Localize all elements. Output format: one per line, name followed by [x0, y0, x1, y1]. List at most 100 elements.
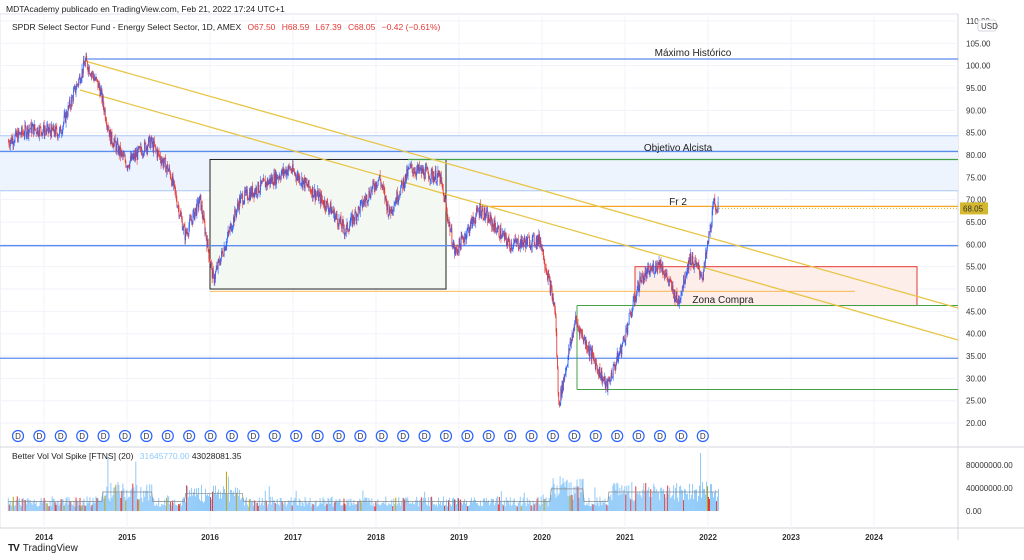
volume-bars [7, 452, 719, 511]
candle-body [513, 243, 515, 248]
candle-body [568, 348, 570, 351]
candle-body [694, 260, 696, 266]
volume-bar [712, 497, 714, 511]
candle-body [438, 170, 439, 177]
volume-bar [183, 497, 185, 511]
candle-body [177, 206, 179, 207]
candle-body [219, 259, 220, 264]
volume-bar [524, 502, 526, 511]
candle-body [409, 164, 411, 169]
candle-body [40, 126, 42, 132]
candle-body [644, 271, 646, 281]
candle-body [161, 158, 163, 161]
target-label: Objetivo Alcista [644, 143, 713, 154]
candle-body [324, 200, 326, 209]
candle-body [50, 131, 52, 138]
candle-body [284, 169, 286, 172]
candle-body [317, 190, 319, 196]
volume-bar [116, 492, 118, 511]
candle-body [45, 131, 47, 132]
candle-body [248, 192, 250, 200]
volume-bar [442, 501, 444, 511]
volume-bar [603, 502, 605, 511]
volume-bar [476, 502, 478, 511]
candle-body [441, 181, 443, 184]
candle-body [689, 253, 691, 263]
candle-body [215, 271, 216, 279]
volume-bar [193, 492, 195, 511]
candle-body [625, 328, 627, 341]
candle-body [340, 216, 342, 226]
volume-bar [356, 504, 358, 511]
volume-bar [391, 499, 393, 511]
candle-body [715, 210, 717, 211]
candle-body [372, 181, 374, 187]
candle-body [706, 247, 708, 254]
volume-bar [367, 502, 369, 511]
candle-body [132, 156, 134, 159]
candle-body [243, 200, 245, 204]
candle-body [670, 281, 672, 283]
volume-bar [491, 498, 493, 511]
candle-body [649, 272, 651, 275]
candle-body [493, 220, 495, 232]
volume-bar [339, 498, 341, 511]
candle-body [378, 178, 380, 180]
candle-body [523, 242, 524, 247]
candle-body [440, 174, 442, 182]
dividend-icon [183, 429, 196, 443]
candle-body [322, 200, 324, 205]
volume-bar [27, 498, 29, 511]
candle-body [562, 381, 564, 391]
candle-body [30, 123, 32, 129]
candle-body [291, 171, 293, 173]
dividend-icon [354, 429, 367, 443]
candle-body [533, 234, 535, 245]
volume-bar [67, 504, 69, 511]
volume-bar [45, 503, 47, 511]
volume-bar [65, 498, 67, 511]
candle-body [35, 129, 36, 130]
candle-body [211, 262, 212, 265]
tradingview-logo[interactable]: TV TradingView [8, 543, 78, 554]
candle-body [619, 352, 621, 354]
volume-bar [311, 503, 313, 511]
volume-bar [28, 500, 30, 511]
volume-bar [478, 505, 480, 511]
candle-body [489, 221, 491, 224]
volume-bar [482, 498, 484, 511]
volume-bar [449, 497, 451, 511]
volume-bar [76, 500, 78, 511]
candle-body [423, 169, 425, 178]
candle-body [216, 265, 218, 270]
candle-body [580, 330, 582, 334]
volume-bar [118, 484, 120, 511]
volume-bar [98, 500, 100, 511]
candle-body [239, 197, 241, 203]
candle-body [440, 174, 441, 183]
candle-body [522, 242, 524, 247]
dividend-label: D [358, 432, 364, 441]
candle-body [555, 311, 556, 316]
dividend-marker: D [418, 429, 431, 443]
candle-body [42, 130, 44, 133]
volume-bar [64, 503, 66, 511]
candle-body [638, 281, 639, 292]
candle-body [405, 173, 407, 180]
candle-body [527, 237, 529, 238]
candle-body [572, 334, 574, 338]
volume-bar [464, 503, 466, 511]
time-tick: 2014 [35, 533, 53, 542]
volume-bar [249, 498, 251, 511]
candle-body [359, 207, 360, 213]
volume-bar [252, 505, 254, 511]
candle-body [377, 184, 378, 186]
volume-bar [612, 485, 614, 511]
dividend-marker: D [290, 429, 303, 443]
candle-body [607, 378, 609, 391]
volume-bar [286, 504, 288, 511]
candle-body [606, 381, 608, 391]
price-tick: 45.00 [966, 307, 987, 316]
candle-body [478, 211, 479, 212]
